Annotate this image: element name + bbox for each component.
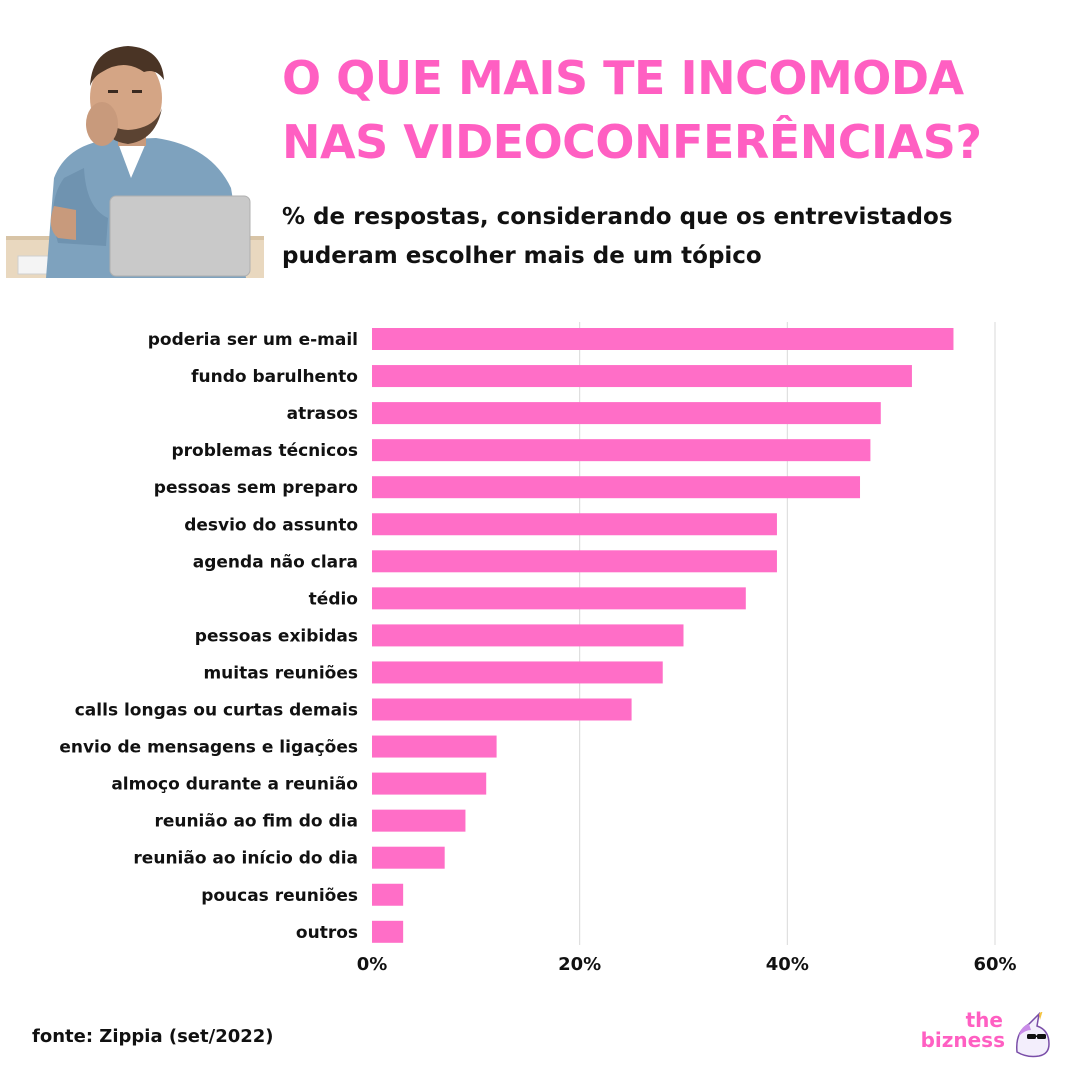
- category-label: fundo barulhento: [191, 367, 358, 387]
- bar: [372, 365, 912, 388]
- category-label: problemas técnicos: [171, 441, 358, 461]
- category-label: atrasos: [287, 404, 358, 424]
- brand-line-1: the: [965, 1008, 1003, 1032]
- category-label: poucas reuniões: [201, 886, 358, 906]
- bar: [372, 587, 746, 610]
- category-label: pessoas sem preparo: [154, 478, 358, 498]
- bar-chart: poderia ser um e-mail fundo barulhento atr…: [59, 322, 1017, 975]
- chart-subtitle: % de respostas, considerando que os entr…: [282, 204, 953, 269]
- bar: [372, 624, 684, 647]
- bar: [372, 439, 871, 462]
- bar: [372, 402, 881, 425]
- source-note: fonte: Zippia (set/2022): [32, 1026, 274, 1047]
- category-label: muitas reuniões: [203, 663, 358, 683]
- page-title: O QUE MAIS TE INCOMODA NAS VIDEOCONFERÊN…: [282, 51, 982, 169]
- category-label: agenda não clara: [193, 552, 358, 572]
- bar: [372, 772, 487, 795]
- category-labels: poderia ser um e-mail fundo barulhento atr…: [59, 330, 358, 943]
- category-label: pessoas exibidas: [195, 626, 358, 646]
- brand-logo: the bizness: [905, 1008, 1065, 1058]
- bored-man-photo: [6, 28, 264, 278]
- bar: [372, 328, 954, 350]
- category-label: poderia ser um e-mail: [148, 330, 358, 350]
- category-label: outros: [296, 923, 358, 943]
- bar: [372, 883, 404, 906]
- category-label: reunião ao fim do dia: [154, 812, 358, 832]
- bars: [372, 328, 954, 943]
- unicorn-icon: [1016, 1012, 1050, 1058]
- x-tick-label: 60%: [973, 954, 1016, 975]
- bar: [372, 809, 466, 832]
- x-tick-label: 20%: [558, 954, 601, 975]
- brand-line-2: bizness: [920, 1028, 1005, 1052]
- category-label: desvio do assunto: [184, 515, 358, 535]
- bar: [372, 735, 497, 758]
- bar: [372, 920, 404, 943]
- bar: [372, 550, 777, 573]
- category-label: reunião ao início do dia: [133, 849, 358, 869]
- category-label: calls longas ou curtas demais: [75, 701, 358, 721]
- category-label: almoço durante a reunião: [111, 775, 358, 795]
- x-tick-label: 0%: [357, 954, 388, 975]
- category-label: envio de mensagens e ligações: [59, 738, 358, 758]
- bar: [372, 476, 861, 499]
- bar: [372, 513, 777, 536]
- bar: [372, 846, 445, 869]
- x-tick-label: 40%: [766, 954, 809, 975]
- x-axis-ticks: 0% 20% 40% 60%: [357, 954, 1017, 975]
- category-label: tédio: [309, 589, 358, 609]
- bar: [372, 698, 632, 721]
- bar: [372, 661, 663, 684]
